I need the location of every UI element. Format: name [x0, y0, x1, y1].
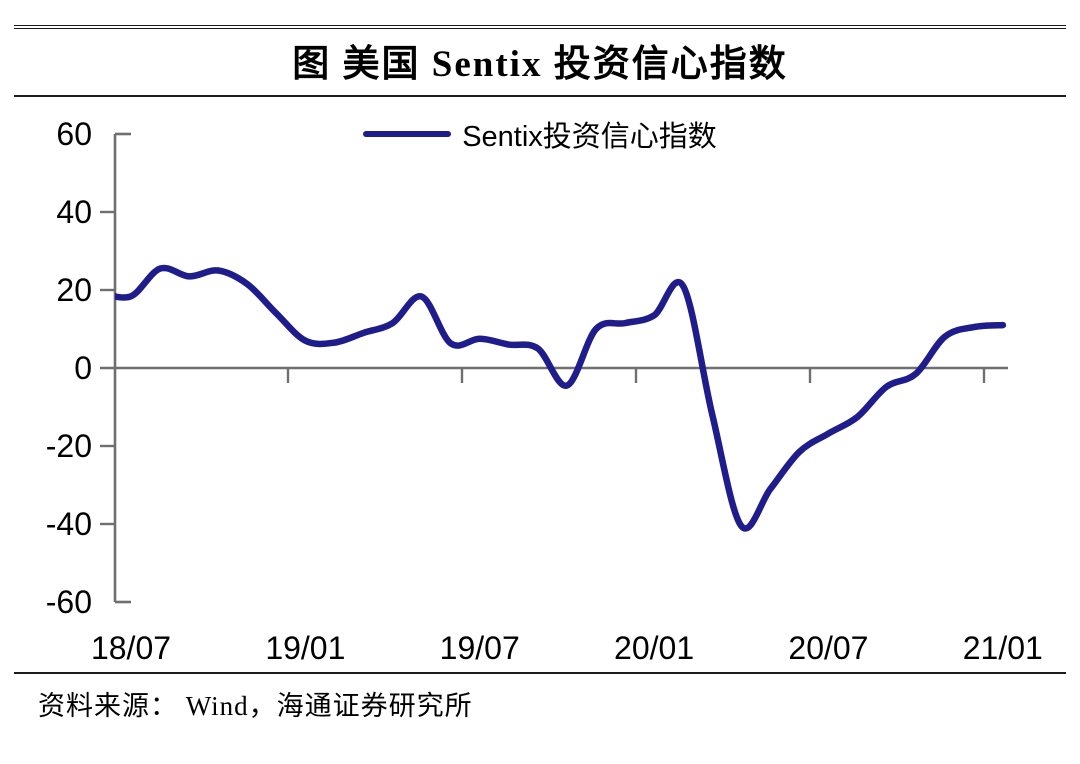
legend-label: Sentix投资信心指数	[462, 121, 717, 153]
x-tick-label: 19/01	[265, 630, 345, 666]
legend: Sentix投资信心指数	[0, 116, 1080, 153]
y-tick-label: 40	[56, 194, 92, 230]
axis-labels: 60 40 20 0 -20 -40 -60 18/07 19/01 19/07 20/01 20/0…	[46, 116, 1043, 666]
source-note: 资料来源： Wind，海通证券研究所	[38, 691, 473, 721]
y-tick-label: -20	[46, 428, 92, 464]
x-tick-label: 20/07	[788, 630, 868, 666]
legend-line-swatch	[363, 131, 452, 137]
x-tick-label: 20/01	[614, 630, 694, 666]
x-tick-label: 18/07	[91, 630, 171, 666]
title-divider	[14, 95, 1066, 97]
x-tick-label: 19/07	[440, 630, 520, 666]
x-tick-label: 21/01	[963, 630, 1043, 666]
y-tick-label: 0	[74, 350, 92, 386]
y-tick-label: -60	[46, 584, 92, 620]
y-tick-label: 60	[56, 116, 92, 152]
series-line	[115, 264, 1007, 532]
top-divider	[14, 25, 1066, 29]
chart-title: 图 美国 Sentix 投资信心指数	[292, 44, 788, 85]
y-tick-label: -40	[46, 506, 92, 542]
bottom-divider	[14, 672, 1066, 674]
y-tick-label: 20	[56, 272, 92, 308]
